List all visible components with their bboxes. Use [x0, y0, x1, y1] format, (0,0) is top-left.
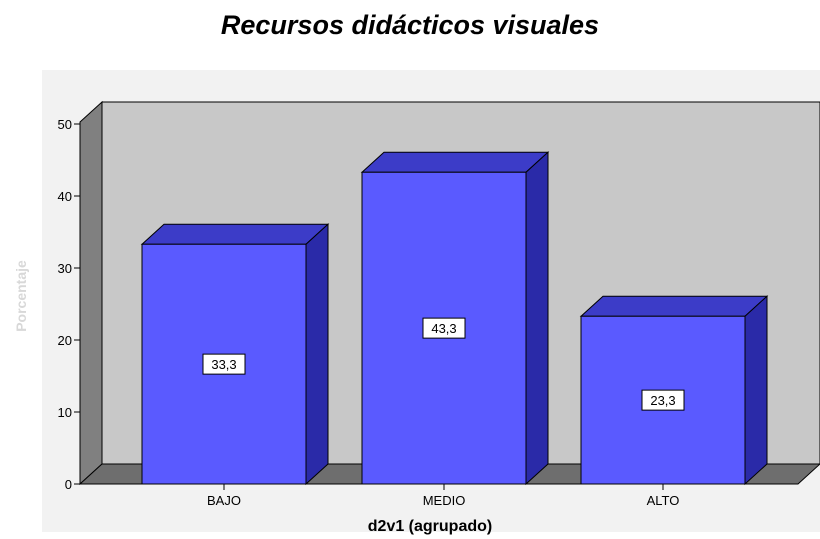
data-label: 43,3: [431, 321, 456, 336]
y-tick-label: 0: [65, 477, 72, 492]
side-wall: [79, 100, 103, 486]
data-label-box: [202, 353, 246, 375]
x-tick-label: ALTO: [647, 493, 680, 508]
chart-title: Recursos didácticos visuales: [220, 10, 600, 40]
x-tick-label: MEDIO: [423, 493, 466, 508]
data-label-box: [641, 389, 685, 411]
bar-side: [744, 295, 768, 486]
bar-side: [525, 151, 549, 486]
data-label: 33,3: [211, 357, 236, 372]
x-axis-label: d2v1 (agrupado): [368, 518, 492, 535]
bar-top: [140, 223, 330, 245]
y-tick-label: 40: [58, 189, 72, 204]
x-axis-categories: BAJO MEDIO ALTO: [207, 484, 679, 508]
bar-side: [305, 223, 329, 486]
x-tick-label: BAJO: [207, 493, 241, 508]
data-label: 23,3: [650, 393, 675, 408]
y-tick-label: 20: [58, 333, 72, 348]
y-tick-label: 10: [58, 405, 72, 420]
y-tick-label: 30: [58, 261, 72, 276]
y-axis-label: Porcentaje: [13, 260, 29, 332]
bars: 33,3 43,3 23,3: [140, 151, 769, 486]
bar-top: [579, 295, 769, 317]
y-tick-label: 50: [58, 117, 72, 132]
data-label-box: [422, 317, 466, 339]
bar-top: [360, 151, 550, 173]
